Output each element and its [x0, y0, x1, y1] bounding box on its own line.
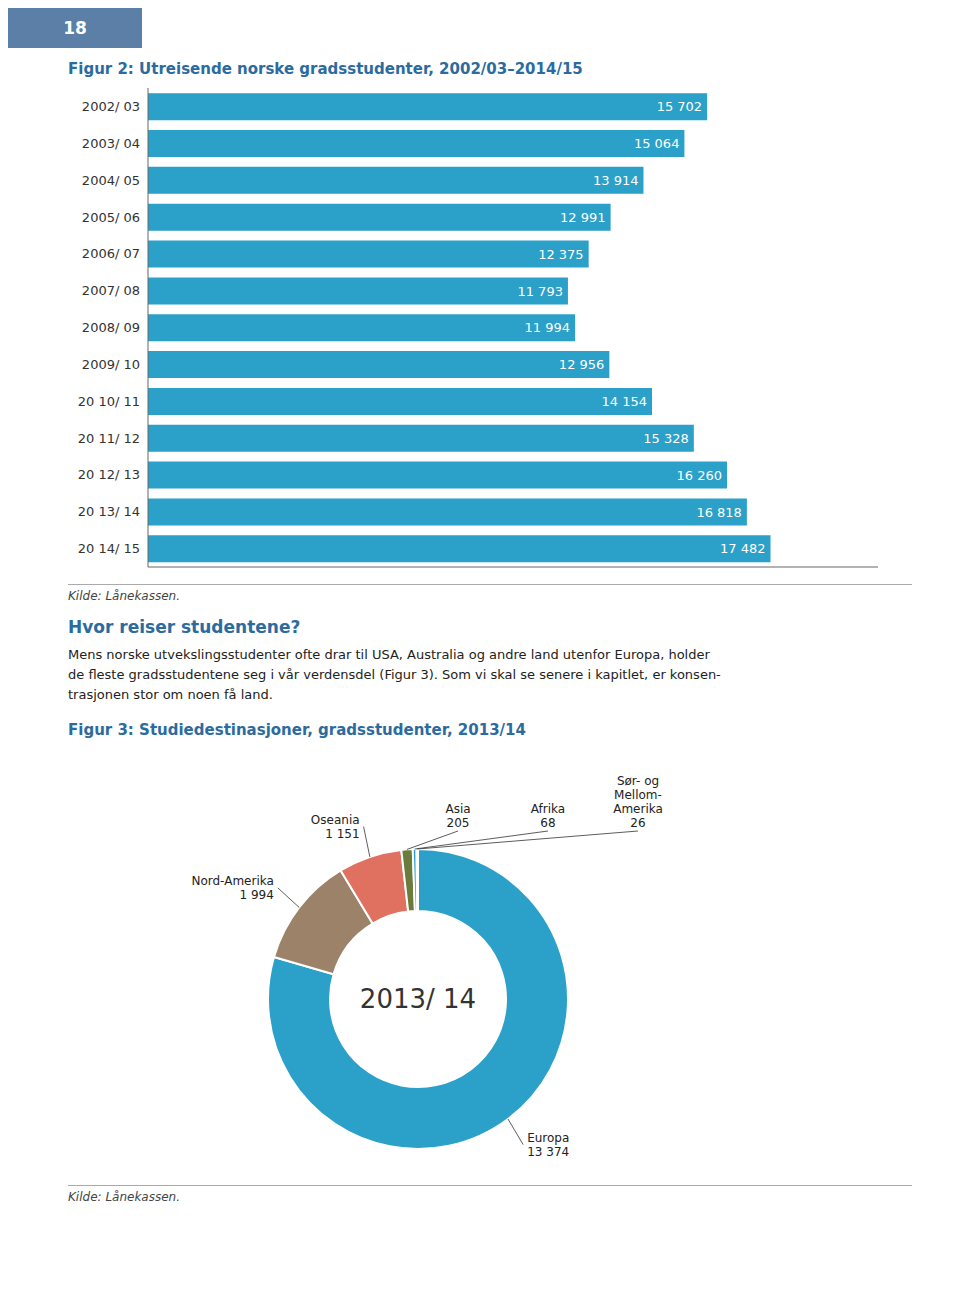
svg-text:2006/ 07: 2006/ 07: [82, 246, 140, 261]
svg-text:15 328: 15 328: [643, 431, 689, 446]
svg-text:16 818: 16 818: [696, 505, 742, 520]
svg-text:13 914: 13 914: [593, 173, 639, 188]
svg-text:17 482: 17 482: [720, 541, 766, 556]
html-text:18: 18: [63, 18, 87, 38]
svg-text:Asia205: Asia205: [445, 802, 470, 830]
svg-text:20 12/ 13: 20 12/ 13: [78, 467, 140, 482]
svg-text:20 10/ 11: 20 10/ 11: [78, 394, 140, 409]
svg-text:15 702: 15 702: [657, 99, 703, 114]
svg-text:12 991: 12 991: [560, 210, 606, 225]
svg-text:2004/ 05: 2004/ 05: [82, 173, 140, 188]
svg-text:14 154: 14 154: [602, 394, 648, 409]
html-text:Hvor reiser studentene?: Hvor reiser studentene?: [68, 617, 301, 637]
svg-text:Afrika68: Afrika68: [531, 802, 565, 830]
svg-text:Nord-Amerika1 994: Nord-Amerika1 994: [191, 874, 273, 902]
html-text:2013/ 14: 2013/ 14: [359, 984, 477, 1014]
html-text:Figur 2: Utreisende norske gra: Figur 2: Utreisende norske gradsstudente…: [68, 60, 583, 78]
html-text:Kilde: Lånekassen.: Kilde: Lånekassen.: [68, 589, 180, 603]
svg-text:2008/ 09: 2008/ 09: [82, 320, 140, 335]
svg-text:2005/ 06: 2005/ 06: [82, 210, 140, 225]
svg-text:2007/ 08: 2007/ 08: [82, 283, 140, 298]
svg-text:2002/ 03: 2002/ 03: [82, 99, 140, 114]
svg-text:20 11/ 12: 20 11/ 12: [78, 431, 140, 446]
svg-text:15 064: 15 064: [634, 136, 680, 151]
svg-text:11 994: 11 994: [525, 320, 571, 335]
svg-text:2003/ 04: 2003/ 04: [82, 136, 140, 151]
svg-text:20 13/ 14: 20 13/ 14: [78, 504, 140, 519]
svg-text:2009/ 10: 2009/ 10: [82, 357, 140, 372]
html-text:Kilde: Lånekassen.: Kilde: Lånekassen.: [68, 1190, 180, 1204]
svg-text:Sør- ogMellom-Amerika26: Sør- ogMellom-Amerika26: [613, 774, 663, 830]
svg-text:16 260: 16 260: [677, 468, 723, 483]
svg-text:Europa13 374: Europa13 374: [527, 1131, 569, 1159]
svg-text:12 375: 12 375: [538, 247, 584, 262]
html-text:Figur 3: Studiedestinasjoner,: Figur 3: Studiedestinasjoner, gradsstude…: [68, 721, 526, 739]
svg-text:Oseania1 151: Oseania1 151: [311, 813, 360, 841]
svg-text:20 14/ 15: 20 14/ 15: [78, 541, 140, 556]
svg-text:11 793: 11 793: [517, 284, 563, 299]
svg-text:12 956: 12 956: [559, 357, 605, 372]
html-text:Mens norske utvekslingsstudent: Mens norske utvekslingsstudenter ofte dr…: [68, 647, 721, 702]
